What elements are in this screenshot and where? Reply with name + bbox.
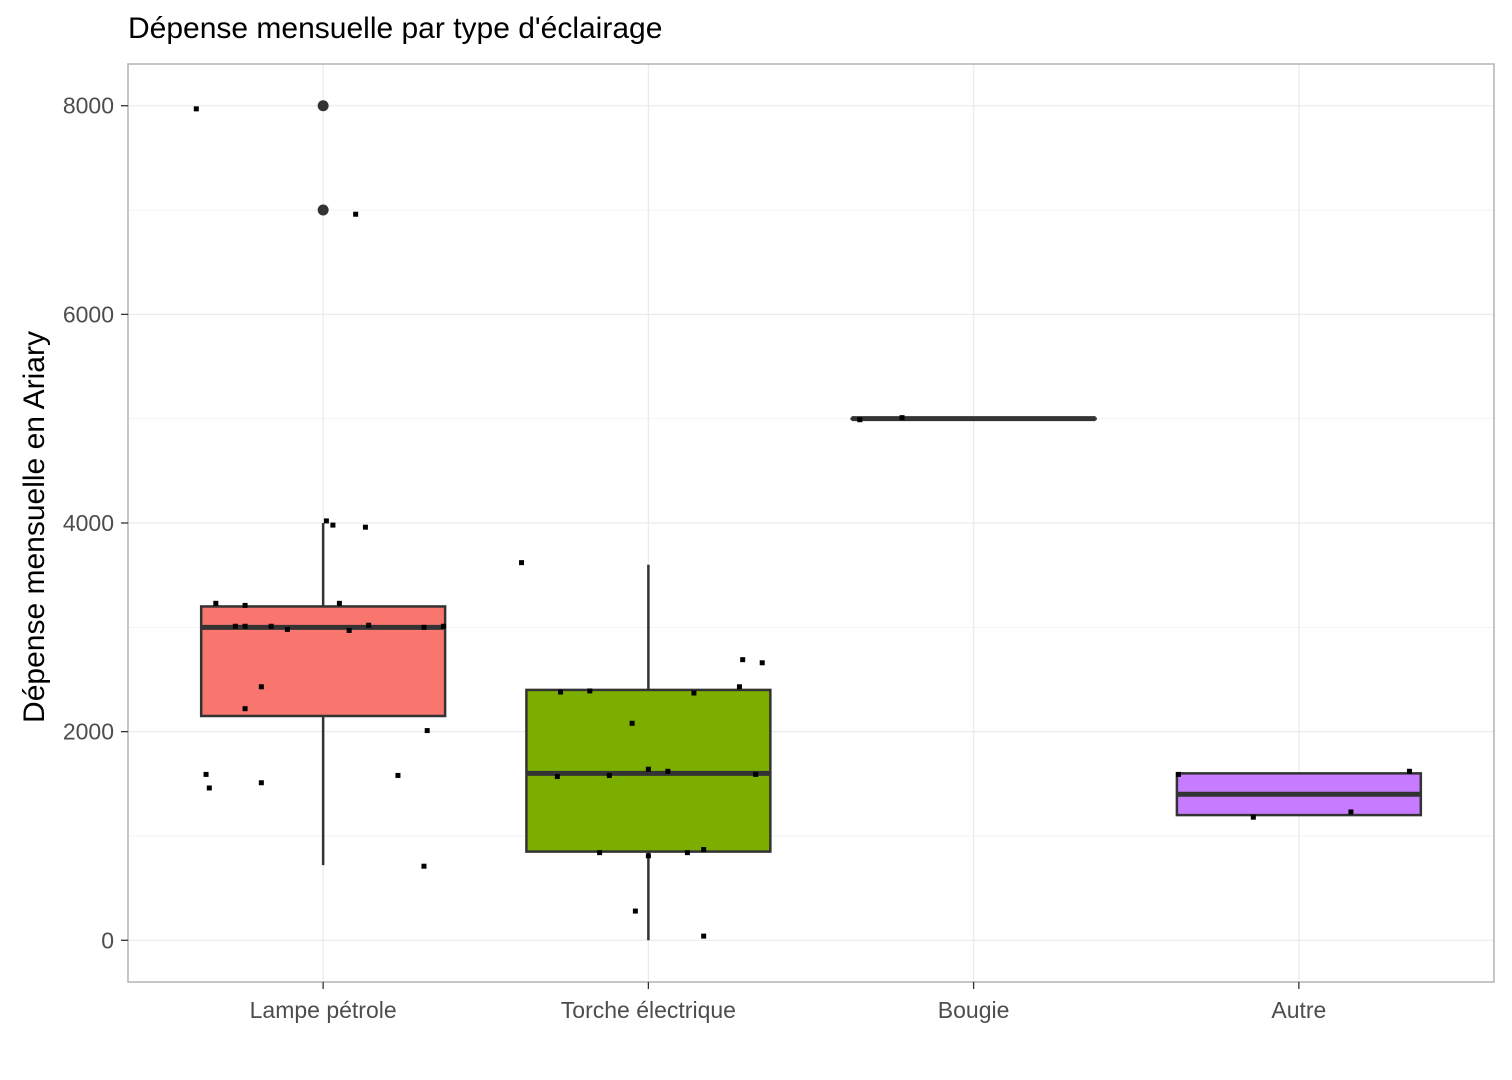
data-point	[736, 684, 742, 690]
y-tick-label: 8000	[63, 93, 114, 119]
data-point	[629, 720, 635, 726]
data-point	[242, 602, 248, 608]
data-point	[684, 850, 690, 856]
data-point	[587, 688, 593, 694]
data-point	[346, 627, 352, 633]
boxplot-torche-lectrique	[525, 564, 772, 941]
data-point	[421, 863, 427, 869]
data-point	[330, 522, 336, 528]
data-point	[759, 660, 765, 666]
data-point	[258, 780, 264, 786]
y-tick-label: 6000	[63, 301, 114, 327]
data-point	[701, 933, 707, 939]
box-iqr	[199, 605, 447, 718]
y-tick-label: 2000	[63, 719, 114, 745]
data-point	[213, 600, 219, 606]
data-point	[353, 211, 359, 217]
x-tick-label: Autre	[1271, 997, 1326, 1023]
outlier-point	[317, 204, 329, 216]
data-point	[193, 106, 199, 112]
data-point	[597, 850, 603, 856]
x-axis: Lampe pétrole Torche électrique Bougie Autr…	[250, 982, 1326, 1023]
data-point	[519, 560, 525, 566]
data-point	[336, 600, 342, 606]
x-tick-label: Torche électrique	[561, 997, 736, 1023]
y-axis: 0 2000 4000 6000 8000	[63, 93, 128, 953]
data-point	[701, 847, 707, 853]
data-point	[1176, 771, 1182, 777]
data-point	[206, 785, 212, 791]
data-point	[857, 417, 863, 423]
data-point	[1406, 768, 1412, 774]
boxplot-lampe-p-trole	[199, 100, 447, 866]
data-point	[753, 771, 759, 777]
data-point	[284, 626, 290, 632]
data-point	[558, 689, 564, 695]
data-point	[395, 772, 401, 778]
boxplots	[199, 100, 1423, 941]
data-point	[258, 684, 264, 690]
data-point	[242, 623, 248, 629]
data-point	[268, 623, 274, 629]
data-point	[740, 657, 746, 663]
data-point	[424, 728, 430, 734]
data-point	[1250, 814, 1256, 820]
data-point	[1348, 809, 1354, 815]
data-point	[606, 772, 612, 778]
x-tick-label: Lampe pétrole	[250, 997, 397, 1023]
jitter-points	[193, 106, 1412, 939]
boxplot-autre	[1175, 772, 1423, 817]
data-point	[232, 623, 238, 629]
data-point	[366, 622, 372, 628]
y-tick-label: 0	[101, 927, 114, 953]
data-point	[362, 524, 368, 530]
data-point	[665, 768, 671, 774]
data-point	[899, 415, 905, 421]
chart-title: Dépense mensuelle par type d'éclairage	[128, 12, 663, 45]
y-axis-title: Dépense mensuelle en Ariary	[18, 331, 51, 723]
data-point	[421, 624, 427, 630]
data-point	[203, 771, 209, 777]
data-point	[242, 706, 248, 712]
data-point	[645, 766, 651, 772]
outlier-point	[317, 100, 329, 112]
data-point	[323, 518, 329, 524]
data-point	[632, 908, 638, 914]
x-tick-label: Bougie	[938, 997, 1010, 1023]
data-point	[645, 853, 651, 859]
data-point	[691, 690, 697, 696]
y-tick-label: 4000	[63, 510, 114, 536]
data-point	[440, 623, 446, 629]
data-point	[554, 773, 560, 779]
